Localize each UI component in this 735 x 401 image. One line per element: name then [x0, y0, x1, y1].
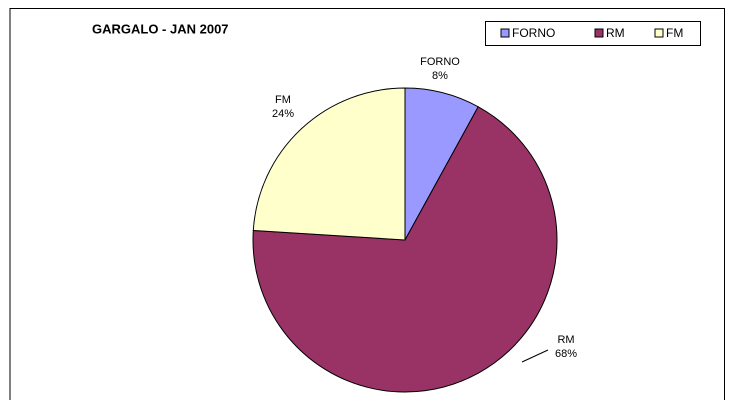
legend-label: RM [606, 26, 625, 40]
legend-swatch [594, 28, 604, 38]
slice-label-name: FM [275, 94, 291, 106]
chart-title: GARGALO - JAN 2007 [92, 21, 229, 36]
pie-slice [252, 87, 406, 241]
slice-label-value: 68% [555, 348, 577, 360]
legend-swatch [500, 28, 510, 38]
slice-label-value: 8% [432, 70, 448, 82]
leader-line [521, 349, 549, 363]
slice-label-value: 24% [272, 108, 294, 120]
chart-frame [9, 8, 725, 400]
legend-box [485, 21, 701, 46]
pie-slice [252, 106, 558, 393]
slice-label-name: RM [557, 334, 574, 346]
slice-label-name: FORNO [420, 56, 460, 68]
legend-swatch [654, 28, 664, 38]
legend-label: FORNO [512, 26, 555, 40]
legend-label: FM [666, 26, 683, 40]
